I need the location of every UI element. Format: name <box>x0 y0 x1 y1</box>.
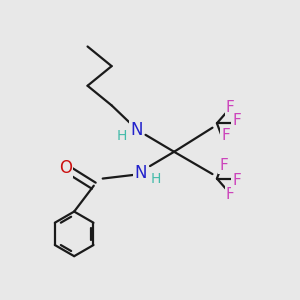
Text: F: F <box>232 113 241 128</box>
Text: O: O <box>59 159 72 177</box>
Text: H: H <box>116 129 127 143</box>
Text: H: H <box>151 172 161 186</box>
Text: N: N <box>135 164 147 182</box>
Text: N: N <box>130 122 143 140</box>
Text: F: F <box>226 187 235 202</box>
Text: F: F <box>226 100 235 115</box>
Text: F: F <box>232 173 241 188</box>
Text: F: F <box>220 158 228 173</box>
Text: F: F <box>221 128 230 143</box>
